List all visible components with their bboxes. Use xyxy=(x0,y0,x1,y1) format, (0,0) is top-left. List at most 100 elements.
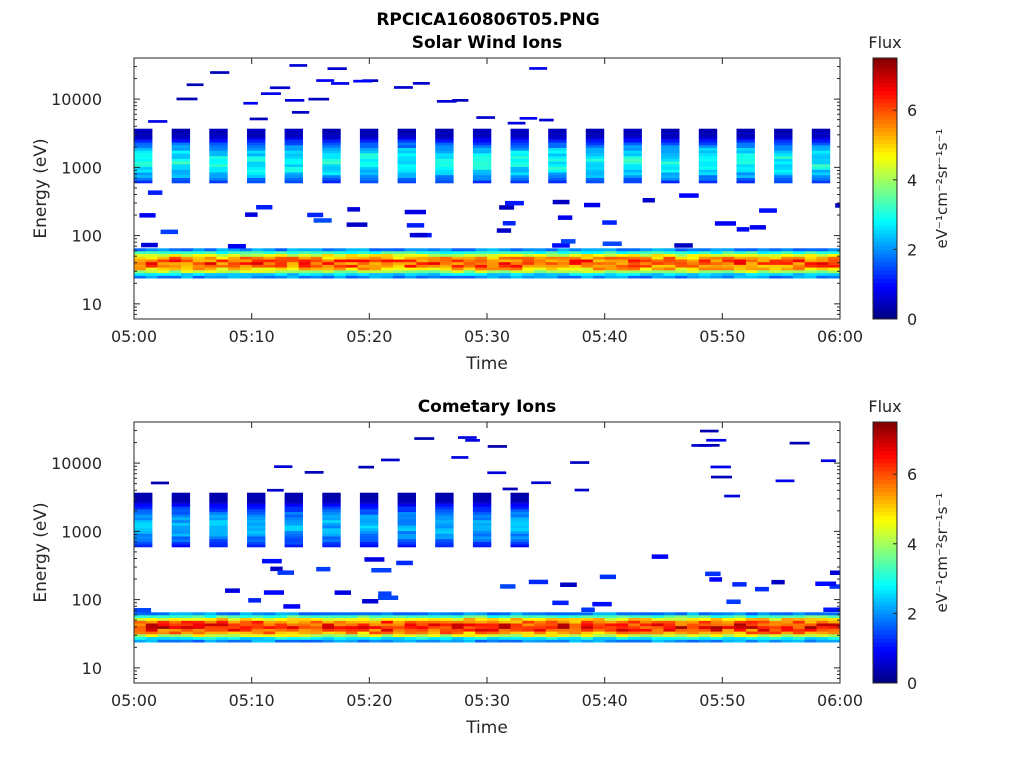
low-energy-cell xyxy=(592,617,605,621)
low-energy-cell xyxy=(710,259,723,263)
pulse-cell xyxy=(359,139,379,143)
colorbar-frame xyxy=(872,421,898,684)
pulse-cell xyxy=(472,519,492,523)
pulse-cell xyxy=(397,153,416,157)
colorbar-segment xyxy=(873,151,897,157)
low-energy-cell xyxy=(581,628,594,632)
low-energy-cell xyxy=(616,631,629,635)
low-energy-cell xyxy=(710,617,723,621)
low-energy-cell xyxy=(451,259,464,263)
low-energy-cell xyxy=(381,634,394,638)
pulse-cell xyxy=(322,150,341,154)
pulse-cell xyxy=(359,536,379,540)
scatter-cell xyxy=(552,600,569,606)
low-energy-cell xyxy=(322,264,335,268)
low-energy-cell xyxy=(298,625,311,629)
colorbar-label: eV⁻¹cm⁻²sr⁻¹s⁻¹ xyxy=(933,129,951,249)
low-energy-cell xyxy=(804,615,817,618)
scatter-cell xyxy=(674,243,693,248)
pulse-cell xyxy=(322,147,341,151)
pulse-cell xyxy=(811,145,831,148)
pulse-cell xyxy=(134,177,153,181)
low-energy-cell xyxy=(134,639,147,643)
low-energy-cell xyxy=(687,264,700,268)
low-energy-cell xyxy=(310,270,323,274)
colorbar-segment xyxy=(873,147,897,153)
low-energy-cell xyxy=(663,628,676,632)
low-energy-cell xyxy=(345,617,358,621)
low-energy-cell xyxy=(275,628,288,632)
low-energy-cell xyxy=(534,261,547,265)
scatter-cell xyxy=(505,200,524,206)
pulse-cell xyxy=(284,158,303,162)
pulse-cell xyxy=(284,492,303,496)
low-energy-cell xyxy=(745,623,758,627)
pulse-cell xyxy=(359,145,379,148)
low-energy-cell xyxy=(734,270,747,274)
pulse-cell xyxy=(548,166,567,170)
pulse-cell xyxy=(134,503,153,507)
scatter-cell xyxy=(561,239,576,244)
pulse-cell xyxy=(548,139,567,143)
low-energy-cell xyxy=(581,631,594,635)
colorbar-segment xyxy=(873,454,897,460)
low-energy-cell xyxy=(734,248,747,252)
low-energy-cell xyxy=(428,620,441,624)
low-energy-cell xyxy=(251,636,264,640)
low-energy-cell xyxy=(487,248,500,252)
low-energy-cell xyxy=(334,264,347,268)
pulse-cell xyxy=(134,530,153,534)
low-energy-cell xyxy=(145,620,158,624)
pulse-cell xyxy=(209,525,228,529)
low-energy-cell xyxy=(428,267,441,271)
pulse-cell xyxy=(209,180,228,184)
pulse-cell xyxy=(698,166,718,170)
pulse-cell xyxy=(661,147,680,151)
pulse-cell xyxy=(397,500,416,504)
low-energy-cell xyxy=(428,248,441,252)
low-energy-cell xyxy=(275,620,288,624)
low-energy-cell xyxy=(263,628,276,632)
pulse-cell xyxy=(247,528,266,531)
low-energy-cell xyxy=(640,256,653,260)
low-energy-cell xyxy=(322,636,335,640)
low-energy-cell xyxy=(192,248,205,252)
low-energy-cell xyxy=(640,267,653,271)
low-energy-cell xyxy=(710,631,723,635)
low-energy-cell xyxy=(675,639,688,643)
low-energy-cell xyxy=(381,253,394,257)
low-energy-cell xyxy=(463,261,476,265)
pulse-cell xyxy=(435,147,454,151)
low-energy-cell xyxy=(534,628,547,632)
low-energy-cell xyxy=(381,615,394,618)
low-energy-cell xyxy=(145,267,158,271)
pulse-cell xyxy=(472,169,492,173)
pulse-cell xyxy=(247,519,266,523)
low-energy-cell xyxy=(463,253,476,257)
low-energy-cell xyxy=(345,264,358,268)
low-energy-cell xyxy=(640,248,653,252)
scatter-cell xyxy=(263,590,284,595)
low-energy-cell xyxy=(628,617,641,621)
low-energy-cell xyxy=(475,628,488,632)
low-energy-cell xyxy=(698,248,711,252)
colorbar-segment xyxy=(873,290,897,296)
pulse-cell xyxy=(284,139,303,143)
pulse-cell xyxy=(472,142,492,146)
pulse-cell xyxy=(134,174,153,178)
low-energy-cell xyxy=(322,623,335,627)
colorbar-segment xyxy=(873,131,897,136)
pulse-cell xyxy=(774,177,793,181)
low-energy-cell xyxy=(781,615,794,618)
pulse-cell xyxy=(322,153,341,157)
low-energy-cell xyxy=(475,272,488,276)
low-energy-cell xyxy=(263,275,276,279)
scatter-cell xyxy=(835,203,841,208)
pulse-cell xyxy=(171,509,191,512)
colorbar-segment xyxy=(873,172,897,177)
pulse-cell xyxy=(209,538,228,542)
low-energy-cell xyxy=(404,264,417,268)
pulse-cell xyxy=(209,136,228,140)
scatter-cell xyxy=(705,571,721,577)
